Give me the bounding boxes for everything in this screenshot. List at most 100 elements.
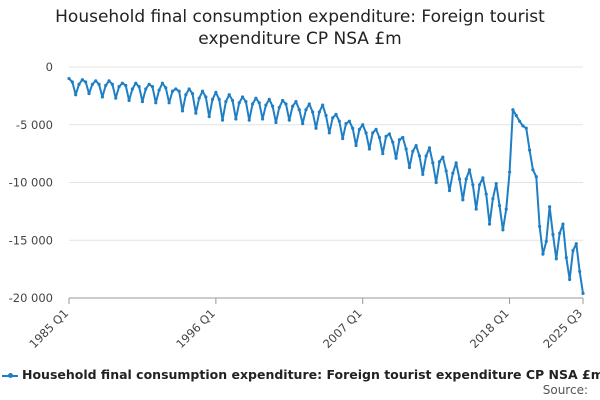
data-point [80,78,84,82]
data-point [247,118,251,122]
data-point [160,81,165,85]
data-point [387,132,392,136]
data-point [104,83,108,88]
data-point [287,118,291,122]
data-point [431,161,435,165]
data-point [264,103,268,107]
chart-title: Household final consumption expenditure:… [0,6,600,50]
data-point [284,102,288,106]
y-tick-label: -15 000 [9,233,53,247]
data-point [244,100,248,104]
data-point [294,100,298,104]
data-point [84,80,88,84]
data-point [511,108,515,112]
x-tick-label: 2018 Q1 [467,306,512,351]
data-point [364,131,368,135]
data-point [361,123,365,127]
data-point [394,156,398,160]
data-point [524,126,528,130]
data-point [87,91,91,96]
data-point [424,154,428,158]
data-point [250,102,255,106]
chart-title-line-2: expenditure CP NSA £m [198,29,402,49]
data-point [200,89,205,93]
data-point [254,96,258,100]
data-point [137,85,141,89]
data-point [334,112,338,116]
data-point [517,119,522,123]
data-point [344,121,348,126]
data-point [571,249,575,253]
data-point [491,197,495,201]
series-layer [67,76,585,295]
data-point [538,224,542,228]
data-point [474,207,478,211]
data-point [501,228,505,232]
data-point [297,108,301,112]
data-point [564,255,568,260]
data-point [214,90,218,95]
data-point [381,152,385,156]
data-point [367,147,371,151]
data-point [240,95,245,99]
data-point [234,117,238,121]
data-point [124,83,128,88]
data-point [327,131,331,135]
data-point [421,172,425,177]
data-point [481,176,485,180]
x-tick-label: 1985 Q1 [26,306,71,351]
data-point [467,168,472,172]
data-point [197,96,201,100]
data-point [184,93,188,97]
data-point [441,155,445,159]
data-point [444,169,448,173]
data-point [277,105,281,110]
data-point [548,205,552,209]
data-point [561,222,565,226]
data-point [484,192,488,196]
data-point [417,154,422,158]
data-point [114,96,118,100]
data-point [574,242,578,246]
data-point [107,79,111,83]
data-point [174,87,178,91]
data-point [190,91,195,96]
y-tick-label: 0 [46,60,53,74]
data-point [127,98,131,103]
data-point [521,124,525,128]
data-point [461,198,465,202]
data-point [341,137,345,141]
data-point [120,81,125,85]
data-point [180,109,185,113]
data-point [227,93,231,97]
data-point [94,79,98,83]
data-point [194,111,198,115]
data-point [507,170,512,174]
data-point [534,175,538,179]
data-point [97,82,101,86]
data-point [397,138,402,142]
data-point [558,231,562,235]
data-point [477,183,482,187]
legend-label[interactable]: Household final consumption expenditure:… [22,367,600,382]
data-point [471,183,475,187]
data-point [494,182,498,186]
x-tick-label: 2025 Q3 [540,306,585,351]
data-point [514,113,518,118]
data-point [544,239,548,244]
data-point [204,95,208,99]
data-point [301,121,305,126]
data-point [154,101,158,105]
data-point [578,269,582,274]
data-point [230,98,235,103]
data-point [90,82,94,86]
data-point [504,207,508,211]
data-point [351,126,355,130]
y-tick-label: -10 000 [9,176,53,190]
gridlines [69,66,583,241]
data-point [347,119,351,123]
data-point [147,82,151,86]
legend-swatch-marker [8,373,13,378]
data-point [281,98,285,103]
